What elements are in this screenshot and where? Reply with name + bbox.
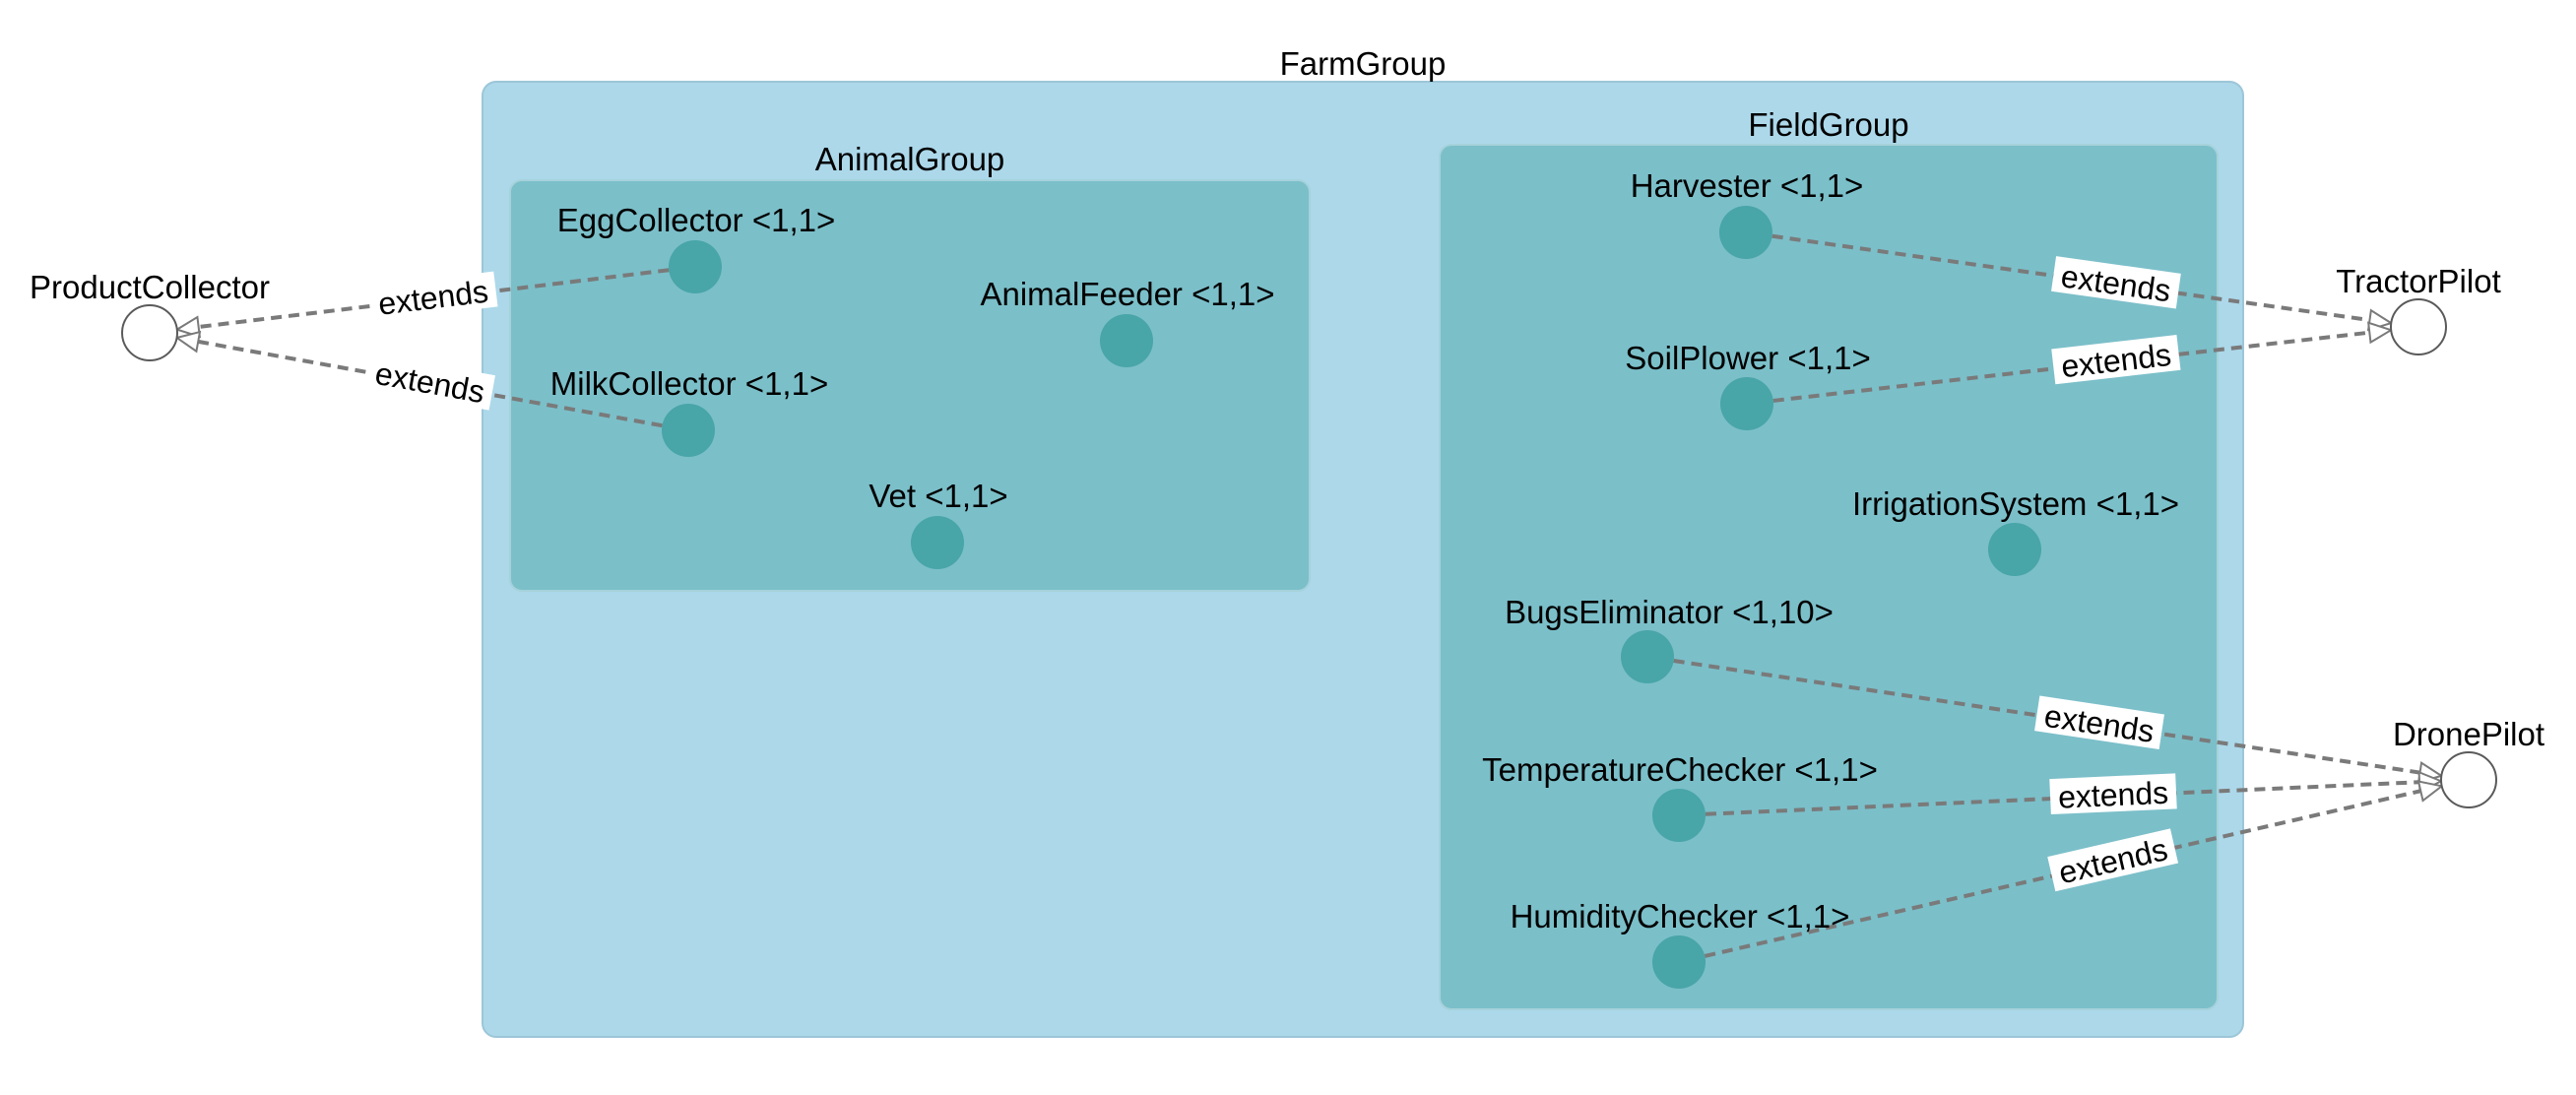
edge-label-text: extends (376, 274, 490, 322)
node-label: MilkCollector <1,1> (550, 365, 828, 402)
node-egg[interactable]: EggCollector <1,1> (557, 202, 836, 293)
node-circle[interactable] (1621, 630, 1674, 683)
edge-label-bg (2051, 256, 2181, 309)
edge-label-bg (2047, 828, 2179, 892)
groups-layer: FarmGroup AnimalGroup FieldGroup (482, 45, 2244, 1038)
node-circle[interactable] (1100, 314, 1153, 367)
role-circle[interactable] (121, 304, 178, 361)
node-bugs[interactable]: BugsEliminator <1,10> (1505, 594, 1834, 683)
node-circle[interactable] (669, 240, 722, 293)
role-circle[interactable] (2440, 751, 2497, 808)
node-feeder[interactable]: AnimalFeeder <1,1> (980, 276, 1275, 367)
role-label: DronePilot (2393, 716, 2544, 752)
node-circle[interactable] (662, 404, 715, 457)
role-product[interactable]: ProductCollector (30, 269, 270, 361)
edge-arrowhead (174, 315, 202, 339)
roles-layer: ProductCollector TractorPilot DronePilot (30, 263, 2544, 808)
group-label-field: FieldGroup (1748, 106, 1908, 143)
node-temp[interactable]: TemperatureChecker <1,1> (1482, 751, 1878, 842)
role-label: TractorPilot (2336, 263, 2500, 299)
node-circle[interactable] (1652, 935, 1706, 989)
edge-arrowhead (174, 330, 202, 354)
node-label: Vet <1,1> (869, 478, 1007, 514)
node-label: Harvester <1,1> (1631, 167, 1864, 204)
node-label: AnimalFeeder <1,1> (980, 276, 1274, 312)
role-label: ProductCollector (30, 269, 270, 305)
group-label-animal: AnimalGroup (815, 141, 1005, 177)
node-milk[interactable]: MilkCollector <1,1> (550, 365, 828, 457)
edge-label-bg (2049, 773, 2177, 815)
node-vet[interactable]: Vet <1,1> (869, 478, 1008, 569)
node-irrigation[interactable]: IrrigationSystem <1,1> (1852, 485, 2179, 576)
role-circle[interactable] (2390, 298, 2447, 355)
edge-arrowhead (2367, 321, 2394, 345)
node-label: TemperatureChecker <1,1> (1482, 751, 1878, 788)
node-circle[interactable] (1652, 789, 1706, 842)
edge-label-text: extends (372, 355, 487, 410)
node-label: SoilPlower <1,1> (1625, 340, 1870, 376)
edge-label-bg (2051, 334, 2181, 385)
node-circle[interactable] (1719, 206, 1772, 259)
node-label: HumidityChecker <1,1> (1511, 898, 1850, 934)
edge-label-bg (2034, 695, 2164, 750)
edge-line (1704, 789, 2421, 958)
role-drone[interactable]: DronePilot (2393, 716, 2544, 808)
group-field (1439, 144, 2219, 1010)
node-circle[interactable] (1720, 377, 1773, 430)
node-circle[interactable] (1988, 523, 2041, 576)
node-circle[interactable] (911, 516, 964, 569)
edge-label-text: extends (2057, 775, 2169, 815)
edge-label: extends (364, 353, 495, 411)
edge-label: extends (368, 271, 498, 322)
node-plower[interactable]: SoilPlower <1,1> (1625, 340, 1871, 430)
role-tractor[interactable]: TractorPilot (2336, 263, 2501, 355)
edge-label-bg (368, 271, 498, 322)
edge-arrowhead (2416, 780, 2445, 803)
node-harvester[interactable]: Harvester <1,1> (1631, 167, 1864, 259)
edge-plower-tractor: extends (1772, 321, 2394, 403)
node-label: BugsEliminator <1,10> (1505, 594, 1834, 630)
node-humidity[interactable]: HumidityChecker <1,1> (1511, 898, 1850, 989)
node-label: EggCollector <1,1> (557, 202, 836, 238)
edge-label-bg (364, 353, 495, 411)
edge-line (1772, 330, 2370, 403)
nodes-layer: EggCollector <1,1> AnimalFeeder <1,1> Milk… (550, 167, 2179, 989)
node-label: IrrigationSystem <1,1> (1852, 485, 2179, 522)
edge-label: extends (2049, 773, 2177, 815)
group-label-farm: FarmGroup (1280, 45, 1447, 82)
